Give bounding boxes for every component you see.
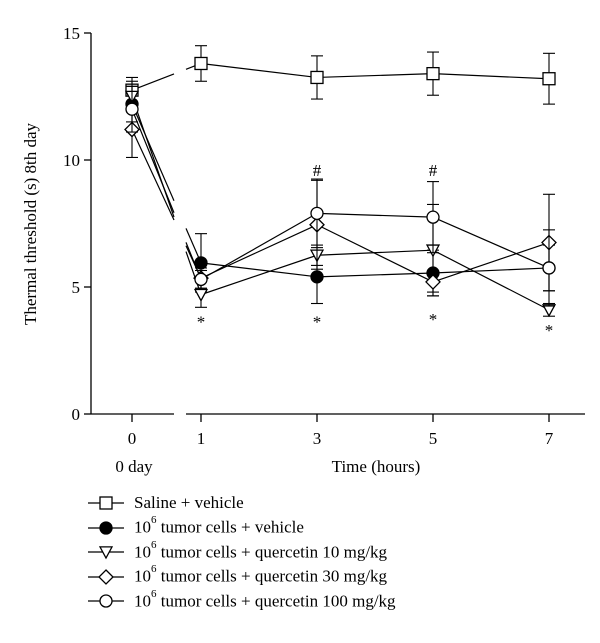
x-tick-label: 1 xyxy=(197,429,206,448)
legend-marker xyxy=(99,496,113,510)
data-point xyxy=(426,66,440,81)
legend-label: 106 tumor cells + quercetin 30 mg/kg xyxy=(134,563,388,587)
legend-item: 106 tumor cells + quercetin 100 mg/kg xyxy=(86,587,396,614)
legend-marker xyxy=(99,521,113,535)
series-square xyxy=(125,45,556,105)
data-point xyxy=(194,256,208,270)
legend-symbol xyxy=(88,521,124,535)
significance-star: * xyxy=(313,312,322,331)
significance-star: * xyxy=(545,321,554,340)
series-line xyxy=(131,73,175,91)
y-tick-label: 0 xyxy=(72,405,81,424)
series-line xyxy=(200,224,318,279)
series-line xyxy=(131,103,175,201)
legend-label-rest: tumor cells + quercetin 10 mg/kg xyxy=(156,542,388,562)
legend-marker xyxy=(98,546,114,560)
legend-label-base: 10 xyxy=(134,591,151,611)
legend-label-rest: tumor cells + quercetin 100 mg/kg xyxy=(156,591,396,611)
x-axis-title: Time (hours) xyxy=(332,457,421,476)
series-line xyxy=(200,254,318,296)
legend-label-exponent: 6 xyxy=(151,538,157,551)
legend-item: Saline + vehicle xyxy=(86,491,396,516)
series-line xyxy=(432,249,550,311)
y-tick-label: 15 xyxy=(63,24,80,43)
legend-label-base: Saline + vehicle xyxy=(134,493,244,513)
legend-label-rest: tumor cells + quercetin 30 mg/kg xyxy=(156,567,388,587)
data-point xyxy=(542,72,556,86)
x-tick-label: 0 xyxy=(128,429,137,448)
legend-marker xyxy=(99,594,113,608)
legend-item: 106 tumor cells + quercetin 10 mg/kg xyxy=(86,538,396,565)
series-line xyxy=(185,251,202,295)
legend-label: 106 tumor cells + quercetin 10 mg/kg xyxy=(134,538,388,563)
data-point xyxy=(426,210,440,224)
legend-label-base: 10 xyxy=(134,518,151,538)
legend-label: 106 tumor cells + vehicle xyxy=(134,514,304,538)
data-point xyxy=(310,270,324,284)
y-tick-label: 10 xyxy=(63,151,80,170)
data-point xyxy=(193,288,209,302)
series-open-circle xyxy=(125,85,556,307)
x-tick-label: 7 xyxy=(545,429,554,448)
legend-label-exponent: 6 xyxy=(151,587,157,600)
x-tick-label: 3 xyxy=(313,429,322,448)
series-line xyxy=(131,96,175,218)
legend-label-rest: tumor cells + vehicle xyxy=(156,518,304,538)
series-triangle-down xyxy=(124,80,557,318)
data-point xyxy=(125,102,139,116)
y-axis-title: Thermal threshold (s) 8th day xyxy=(21,122,40,325)
legend-item: 106 tumor cells + vehicle xyxy=(86,514,396,541)
series-line xyxy=(200,212,318,280)
series-filled-circle xyxy=(125,85,556,305)
data-point xyxy=(194,272,208,287)
series-line xyxy=(131,129,175,221)
legend-marker xyxy=(98,568,114,585)
data-point xyxy=(310,70,324,85)
legend-symbol xyxy=(88,568,124,585)
series-line xyxy=(432,216,550,269)
legend-label-exponent: 6 xyxy=(151,563,157,576)
series-line xyxy=(316,224,434,283)
data-point xyxy=(194,56,208,71)
legend-label-base: 10 xyxy=(134,542,151,562)
significance-star: * xyxy=(197,312,206,331)
significance-star: * xyxy=(429,310,438,329)
axes: 0 5 10 15 0 1 3 5 7 xyxy=(63,24,585,448)
significance-hash: # xyxy=(313,161,322,180)
series-line xyxy=(185,242,202,280)
data-point xyxy=(425,274,441,290)
series-line xyxy=(316,73,434,79)
chart: 0 5 10 15 0 1 3 5 7 * * * * # # Thermal threshold (s)… xyxy=(21,24,585,476)
annotation-layer: * * * * # # xyxy=(197,161,554,340)
series-line xyxy=(200,62,318,79)
series-line xyxy=(432,241,550,283)
series-line xyxy=(432,73,550,80)
series-line xyxy=(200,262,318,278)
series-line xyxy=(316,212,434,218)
legend-label-base: 10 xyxy=(134,567,151,587)
series-line xyxy=(131,108,175,214)
data-point xyxy=(310,206,324,220)
legend: Saline + vehicle 106 tumor cells + vehicl… xyxy=(86,491,396,614)
series-line xyxy=(432,267,550,274)
legend-symbol xyxy=(88,496,124,510)
data-point xyxy=(542,261,556,275)
legend-label: 106 tumor cells + quercetin 100 mg/kg xyxy=(134,587,396,612)
legend-symbol xyxy=(88,546,124,560)
series-layer xyxy=(124,45,557,318)
y-tick-label: 5 xyxy=(72,278,81,297)
significance-hash: # xyxy=(429,161,438,180)
legend-label: Saline + vehicle xyxy=(134,493,244,513)
legend-item: 106 tumor cells + quercetin 30 mg/kg xyxy=(86,563,396,590)
legend-symbol xyxy=(88,594,124,608)
x-baseline-label: 0 day xyxy=(115,457,153,476)
legend-label-exponent: 6 xyxy=(151,514,157,527)
x-tick-label: 5 xyxy=(429,429,438,448)
series-line xyxy=(316,272,434,278)
